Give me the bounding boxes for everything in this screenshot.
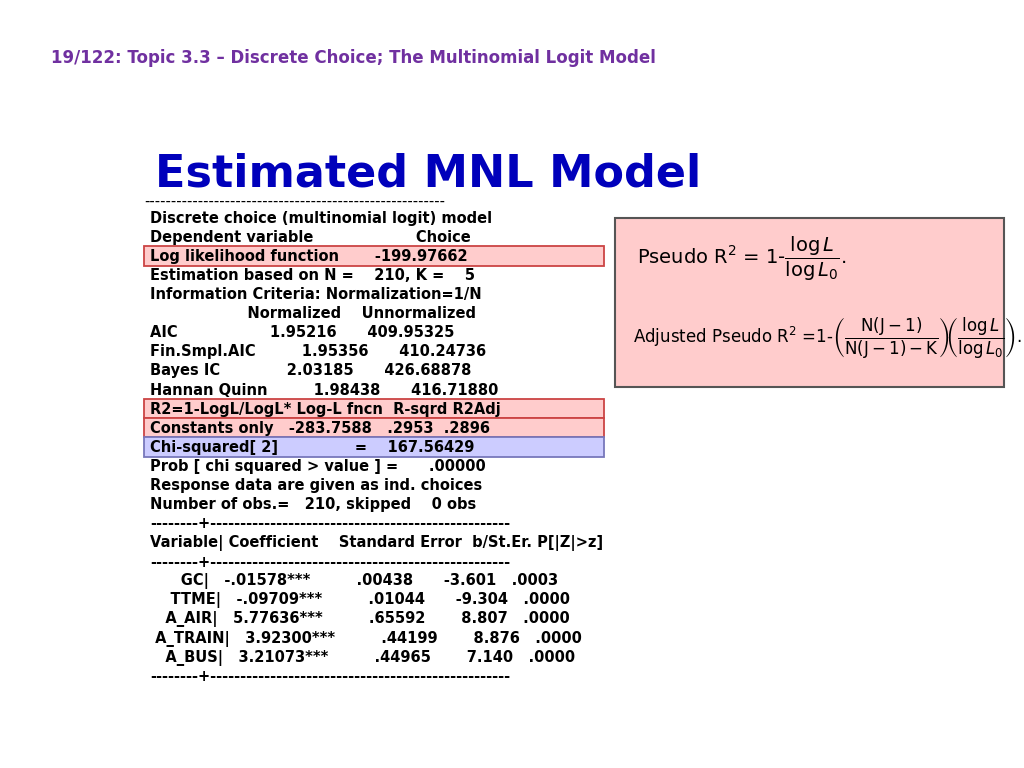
Text: TTME|   -.09709***         .01044      -9.304   .0000: TTME| -.09709*** .01044 -9.304 .0000 (150, 592, 569, 608)
Text: AIC                  1.95216      409.95325: AIC 1.95216 409.95325 (150, 326, 454, 340)
Text: Information Criteria: Normalization=1/N: Information Criteria: Normalization=1/N (150, 287, 481, 302)
Text: Bayes IC             2.03185      426.68878: Bayes IC 2.03185 426.68878 (150, 363, 471, 379)
Text: A_AIR|   5.77636***         .65592       8.807   .0000: A_AIR| 5.77636*** .65592 8.807 .0000 (150, 611, 569, 627)
Text: Fin.Smpl.AIC         1.95356      410.24736: Fin.Smpl.AIC 1.95356 410.24736 (150, 344, 485, 359)
Bar (143, 418, 603, 438)
Text: Estimation based on N =    210, K =    5: Estimation based on N = 210, K = 5 (150, 268, 475, 283)
Text: GC|   -.01578***         .00438      -3.601   .0003: GC| -.01578*** .00438 -3.601 .0003 (150, 573, 558, 589)
Bar (143, 437, 603, 457)
Bar (143, 399, 603, 419)
Text: Hannan Quinn         1.98438      416.71880: Hannan Quinn 1.98438 416.71880 (150, 382, 498, 398)
Text: Response data are given as ind. choices: Response data are given as ind. choices (150, 478, 482, 493)
Text: Number of obs.=   210, skipped    0 obs: Number of obs.= 210, skipped 0 obs (150, 497, 476, 512)
Text: R2=1-LogL/LogL* Log-L fncn  R-sqrd R2Adj: R2=1-LogL/LogL* Log-L fncn R-sqrd R2Adj (150, 402, 501, 417)
Bar (614, 218, 1004, 386)
Text: Variable| Coefficient    Standard Error  b/St.Er. P[|Z|>z]: Variable| Coefficient Standard Error b/S… (150, 535, 603, 551)
Text: Dependent variable                    Choice: Dependent variable Choice (150, 230, 470, 245)
Text: A_TRAIN|   3.92300***         .44199       8.876   .0000: A_TRAIN| 3.92300*** .44199 8.876 .0000 (150, 631, 582, 647)
Text: Adjusted Pseudo R$^2$ =1-$\left(\dfrac{\mathrm{N(J-1)}}{\mathrm{N(J-1)-K}}\right: Adjusted Pseudo R$^2$ =1-$\left(\dfrac{\… (633, 316, 1022, 361)
Text: Chi-squared[ 2]               =    167.56429: Chi-squared[ 2] = 167.56429 (150, 440, 474, 455)
Text: Discrete choice (multinomial logit) model: Discrete choice (multinomial logit) mode… (150, 210, 492, 226)
Text: 19/122: Topic 3.3 – Discrete Choice; The Multinomial Logit Model: 19/122: Topic 3.3 – Discrete Choice; The… (51, 48, 656, 67)
Text: Estimated MNL Model: Estimated MNL Model (155, 153, 700, 196)
Text: A_BUS|   3.21073***         .44965       7.140   .0000: A_BUS| 3.21073*** .44965 7.140 .0000 (150, 650, 574, 666)
Text: Constants only   -283.7588   .2953  .2896: Constants only -283.7588 .2953 .2896 (150, 421, 489, 435)
Text: --------+--------------------------------------------------: --------+-------------------------------… (150, 669, 510, 684)
Text: Log likelihood function       -199.97662: Log likelihood function -199.97662 (150, 249, 467, 264)
Text: --------+--------------------------------------------------: --------+-------------------------------… (150, 516, 510, 531)
Bar (143, 246, 603, 266)
Text: Normalized    Unnormalized: Normalized Unnormalized (150, 306, 476, 321)
Text: Prob [ chi squared > value ] =      .00000: Prob [ chi squared > value ] = .00000 (150, 459, 485, 474)
Text: Pseudo R$^2$ = 1-$\dfrac{\log L}{\log L_0}$.: Pseudo R$^2$ = 1-$\dfrac{\log L}{\log L_… (637, 235, 847, 283)
Text: --------------------------------------------------------: ----------------------------------------… (144, 194, 445, 208)
Text: --------+--------------------------------------------------: --------+-------------------------------… (150, 554, 510, 570)
